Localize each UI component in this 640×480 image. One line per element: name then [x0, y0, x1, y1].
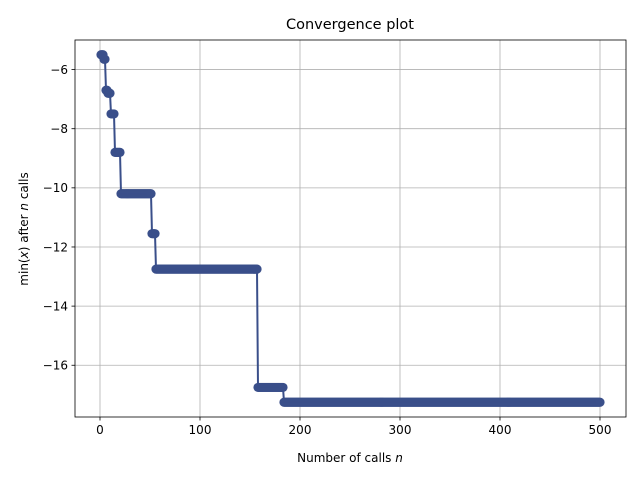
data-point: [100, 54, 110, 64]
y-tick-label: −8: [50, 122, 68, 136]
y-tick-label: −12: [43, 240, 68, 254]
x-tick-label: 300: [389, 423, 412, 437]
y-axis-title-n: n: [17, 203, 31, 211]
y-axis-title: min(x) after n calls: [17, 172, 31, 285]
data-point: [595, 397, 605, 407]
data-point: [150, 229, 160, 239]
x-tick-label: 400: [489, 423, 512, 437]
y-tick-label: −10: [43, 181, 68, 195]
x-tick-label: 0: [96, 423, 104, 437]
data-point: [115, 147, 125, 157]
x-axis-ticks: 0 100 200 300 400 500: [96, 417, 611, 437]
y-tick-label: −14: [43, 299, 68, 313]
data-point: [146, 189, 156, 199]
y-tick-label: −16: [43, 359, 68, 373]
data-series: [96, 50, 605, 407]
data-point: [278, 382, 288, 393]
plot-frame: [74, 39, 627, 418]
x-axis-title-text: Number of calls: [297, 451, 395, 465]
chart-title: Convergence plot: [286, 17, 414, 33]
y-axis-title-mid: ) after: [17, 211, 31, 252]
x-tick-label: 100: [189, 423, 212, 437]
y-axis-title-suffix: calls: [17, 172, 31, 203]
x-axis-title-var: n: [395, 451, 403, 465]
grid-lines: [75, 40, 626, 417]
plot-area: [75, 40, 626, 417]
x-axis-title: Number of calls n: [297, 451, 403, 465]
y-axis-title-prefix: min(: [17, 258, 31, 285]
x-tick-label: 500: [589, 423, 612, 437]
y-axis-title-x: x: [17, 250, 31, 259]
data-point: [105, 88, 115, 98]
y-tick-label: −6: [50, 63, 68, 77]
y-axis-ticks: −6 −8 −10 −12 −14 −16: [43, 63, 75, 373]
x-tick-label: 200: [289, 423, 312, 437]
data-point: [252, 264, 262, 274]
data-point: [109, 109, 119, 119]
